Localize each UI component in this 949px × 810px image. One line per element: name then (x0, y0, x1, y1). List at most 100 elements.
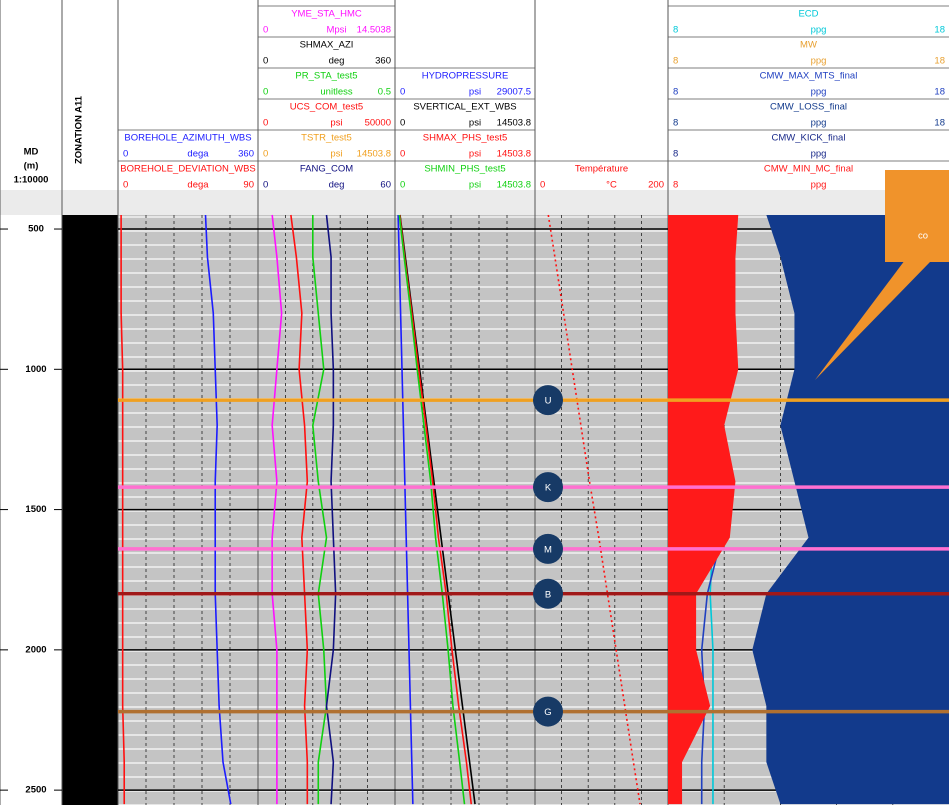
scale-max: 18 (934, 118, 945, 129)
curve-name: SVERTICAL_EXT_WBS (413, 102, 516, 113)
formation-label: M (544, 544, 552, 555)
curve (120, 215, 126, 805)
curve (547, 214, 641, 805)
curve (204, 214, 232, 805)
md-label: MD (24, 147, 39, 158)
y-tick-label: 1000 (25, 364, 46, 375)
scale-unit: ppg (811, 149, 827, 160)
scale-min: 8 (673, 56, 678, 67)
scale-min: 0 (263, 149, 268, 160)
formation-label: B (545, 589, 551, 600)
scale-min: 0 (400, 87, 405, 98)
scale-unit: psi (469, 180, 481, 191)
scale-unit: Mpsi (326, 25, 346, 36)
scale-unit: dega (187, 180, 209, 191)
scale-min: 0 (263, 25, 268, 36)
curve (399, 214, 473, 805)
curve-name: CMW_LOSS_final (770, 102, 847, 113)
callout-text: co (918, 231, 928, 242)
scale-max: 50000 (365, 118, 391, 129)
curve (271, 214, 283, 805)
scale-unit: ppg (811, 180, 827, 191)
scale-max: 18 (934, 25, 945, 36)
curve-name: BOREHOLE_AZIMUTH_WBS (124, 133, 251, 144)
y-tick-label: 500 (28, 224, 44, 235)
curve-name: SHMAX_PHS_test5 (423, 133, 507, 144)
scale-unit: ppg (811, 25, 827, 36)
curve (311, 215, 328, 805)
scale-min: 0 (263, 87, 268, 98)
scale-min: 0 (123, 149, 128, 160)
scale-max: 0.5 (378, 87, 391, 98)
scale-unit: ppg (811, 118, 827, 129)
scale-min: 8 (673, 87, 678, 98)
curve-name: HYDROPRESSURE (422, 71, 509, 82)
scale-max: 18 (934, 56, 945, 67)
scale-max: 90 (243, 180, 254, 191)
scale-min: 0 (400, 180, 405, 191)
scale-min: 8 (673, 149, 678, 160)
scale-max: 360 (375, 56, 391, 67)
formation-badge (533, 533, 563, 564)
scale-max: 29007.5 (497, 87, 531, 98)
scale-max: 60 (380, 180, 391, 191)
scale-max: 14503.8 (357, 149, 391, 160)
scale-unit: psi (330, 118, 342, 129)
scale-max: 14503.8 (497, 180, 531, 191)
zonation-track (62, 215, 118, 805)
scale-min: 0 (400, 149, 405, 160)
curve-fill (752, 215, 949, 805)
scale-unit: deg (329, 56, 345, 67)
curve (398, 214, 466, 805)
scale-max: 18 (934, 87, 945, 98)
scale-min: 8 (673, 118, 678, 129)
scale-min: 0 (263, 118, 268, 129)
scale-min: 0 (263, 56, 268, 67)
formation-badge (533, 385, 563, 416)
formation-badge (533, 578, 563, 609)
curve (397, 214, 414, 805)
callout-pointer (815, 260, 930, 380)
curve-name: TSTR_test5 (301, 133, 352, 144)
curve-name: CMW_MIN_MC_final (764, 164, 853, 175)
curve-fill (668, 215, 739, 805)
y-tick-label: 1500 (25, 504, 46, 515)
curve-name: FANG_COM (300, 164, 353, 175)
scale-min: 0 (540, 180, 545, 191)
formation-label: G (544, 707, 551, 718)
curve-name: CMW_KICK_final (772, 133, 846, 144)
scale-min: 8 (673, 25, 678, 36)
curve-name: YME_STA_HMC (291, 9, 362, 20)
header-bg (0, 0, 949, 190)
formation-label: K (545, 483, 552, 494)
curve (290, 214, 309, 805)
scale-unit: psi (469, 149, 481, 160)
scale-unit: ppg (811, 56, 827, 67)
scale-unit: ppg (811, 87, 827, 98)
formation-label: U (545, 396, 552, 407)
curve-name: MW (800, 40, 817, 51)
md-header: MD (m) 1:10000 ZONATION A11 (14, 95, 85, 185)
curve-name: CMW_MAX_MTS_final (760, 71, 858, 82)
separator-band (0, 190, 949, 215)
formation-badge (533, 696, 563, 727)
zonation-label: ZONATION A11 (74, 95, 85, 164)
scale-unit: deg (329, 180, 345, 191)
scale-min: 0 (123, 180, 128, 191)
scale-max: 14.5038 (357, 25, 391, 36)
curve (325, 214, 337, 805)
curve-name: SHMIN_PHS_test5 (424, 164, 505, 175)
curve-name: Température (575, 164, 628, 175)
y-tick-label: 2500 (25, 785, 46, 796)
scale-unit: unitless (320, 87, 352, 98)
formation-badge (533, 472, 563, 503)
scale-unit: psi (469, 118, 481, 129)
scale-max: 14503.8 (497, 118, 531, 129)
curve-name: PR_STA_test5 (295, 71, 357, 82)
curve-name: BOREHOLE_DEVIATION_WBS (120, 164, 256, 175)
scale-unit: psi (330, 149, 342, 160)
curve-name: UCS_COM_test5 (290, 102, 363, 113)
scale-max: 360 (238, 149, 254, 160)
y-tick-label: 2000 (25, 644, 46, 655)
